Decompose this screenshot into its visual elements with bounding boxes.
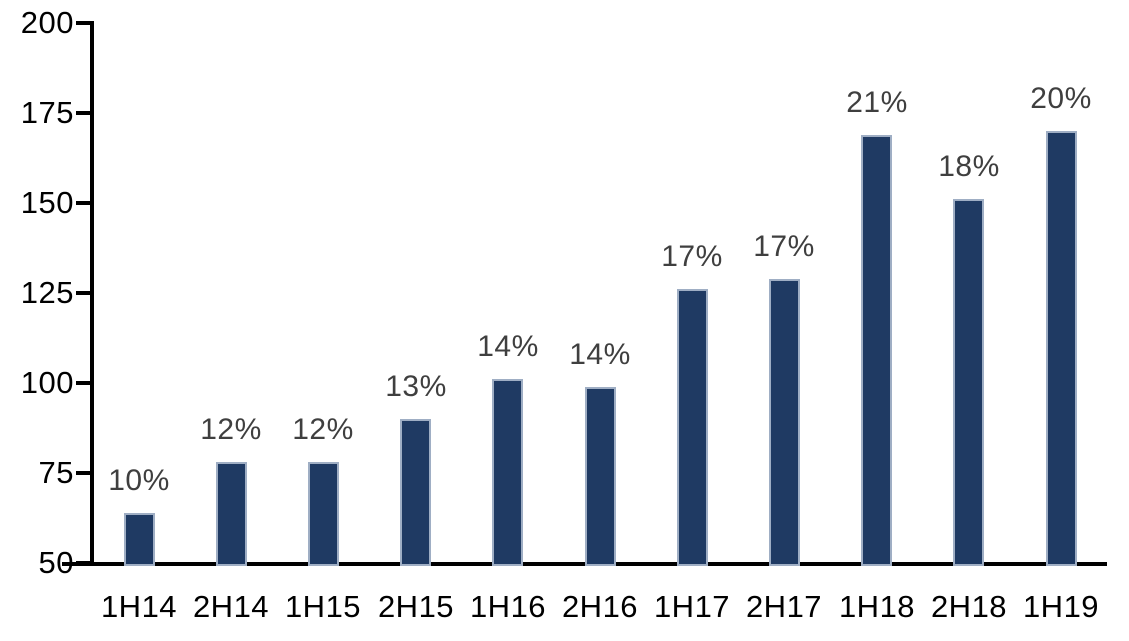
x-axis-category-label: 2H16 xyxy=(561,589,639,624)
bar-value-label: 17% xyxy=(661,240,723,273)
y-axis-tick-label: 125 xyxy=(20,275,74,310)
bar-value-label: 12% xyxy=(292,413,354,446)
bar-value-label: 14% xyxy=(569,338,631,371)
bar xyxy=(492,379,523,566)
x-axis-category-label: 1H15 xyxy=(284,589,362,624)
bar xyxy=(1046,131,1077,566)
bar-value-label: 18% xyxy=(938,150,1000,183)
x-axis-category-label: 1H19 xyxy=(1022,589,1100,624)
bar-value-label: 13% xyxy=(385,370,447,403)
y-axis-tick xyxy=(76,291,90,295)
bar xyxy=(861,135,892,566)
x-axis-category-label: 2H18 xyxy=(930,589,1008,624)
bar xyxy=(585,387,616,566)
bar-value-label: 14% xyxy=(477,330,539,363)
x-axis-category-label: 1H18 xyxy=(838,589,916,624)
x-axis-category-label: 1H17 xyxy=(653,589,731,624)
bar xyxy=(216,462,247,566)
bar-value-label: 21% xyxy=(846,86,908,119)
y-axis-tick-label: 75 xyxy=(38,455,74,490)
bar-value-label: 12% xyxy=(200,413,262,446)
y-axis-tick xyxy=(76,201,90,205)
bar xyxy=(769,279,800,566)
bar xyxy=(677,289,708,566)
bar xyxy=(953,199,984,566)
y-axis-tick xyxy=(76,111,90,115)
y-axis-tick-label: 150 xyxy=(20,185,74,220)
x-axis-line xyxy=(62,562,1107,566)
x-axis-category-label: 2H15 xyxy=(377,589,455,624)
y-axis-line xyxy=(90,21,94,566)
x-axis-category-label: 2H14 xyxy=(192,589,270,624)
bar-value-label: 20% xyxy=(1030,82,1092,115)
y-axis-tick xyxy=(76,21,90,25)
y-axis-tick-label: 175 xyxy=(20,95,74,130)
y-axis-tick-label: 100 xyxy=(20,365,74,400)
x-axis-category-label: 2H17 xyxy=(745,589,823,624)
bar xyxy=(400,419,431,566)
bar xyxy=(124,513,155,566)
x-axis-category-label: 1H16 xyxy=(469,589,547,624)
y-axis-tick xyxy=(76,471,90,475)
y-axis-tick-label: 200 xyxy=(20,5,74,40)
x-axis-category-label: 1H14 xyxy=(100,589,178,624)
y-axis-tick xyxy=(76,381,90,385)
bar-value-label: 10% xyxy=(108,464,170,497)
bar-value-label: 17% xyxy=(753,230,815,263)
bar xyxy=(308,462,339,566)
